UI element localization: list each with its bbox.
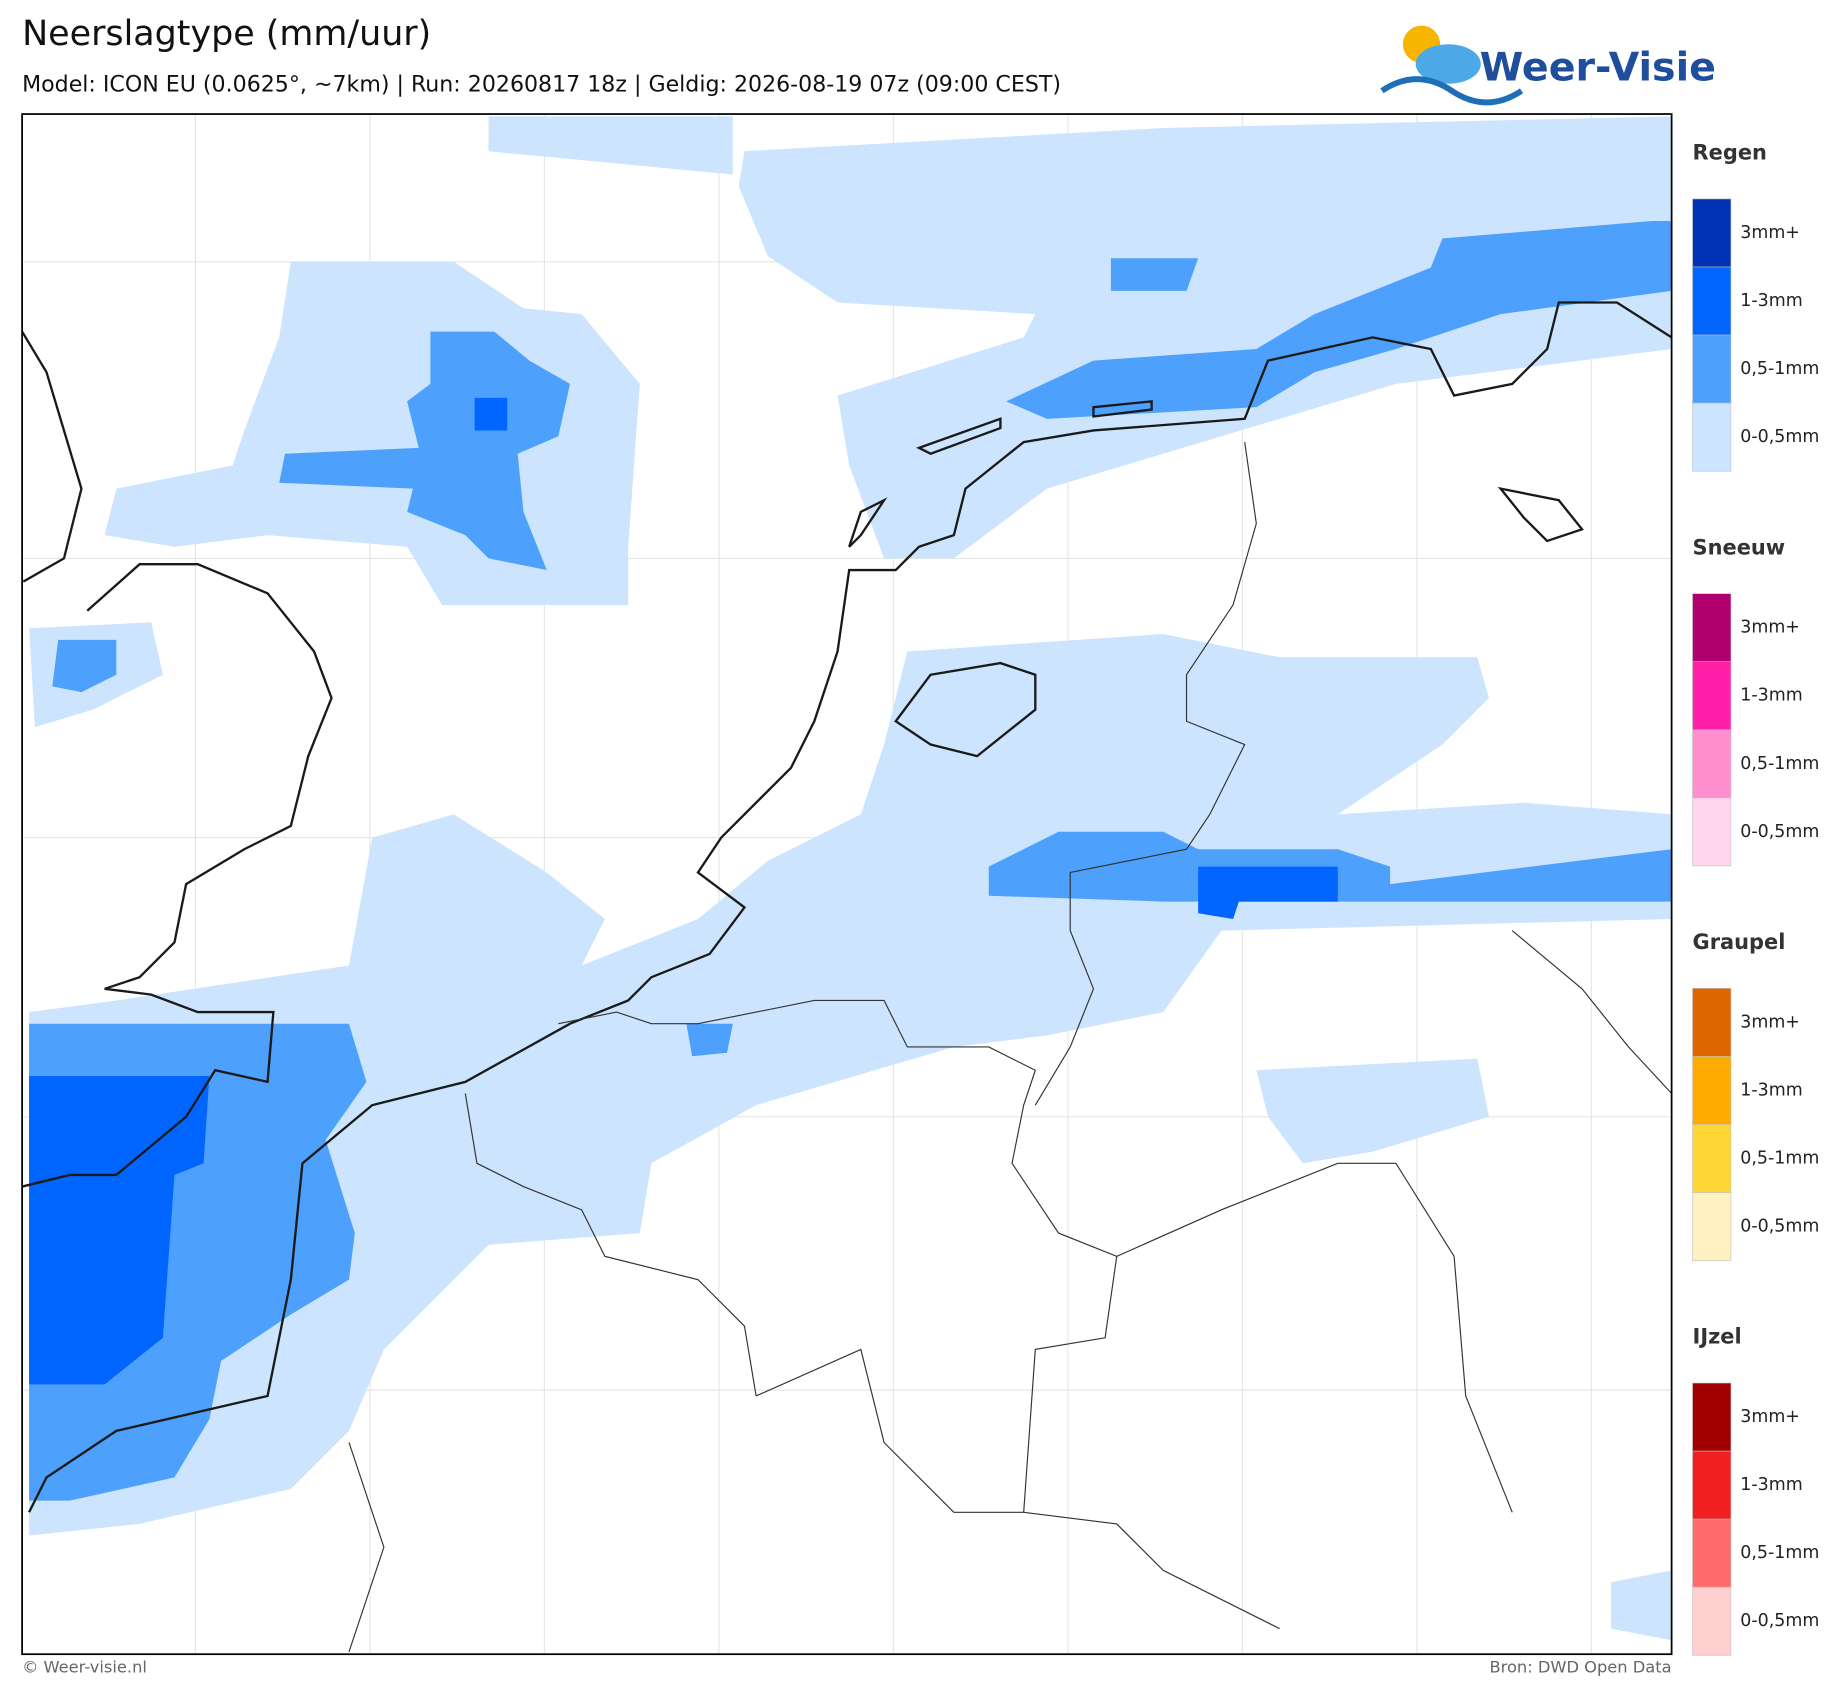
legend-label: 0-0,5mm xyxy=(1740,427,1819,447)
legend-label: 0-0,5mm xyxy=(1740,1611,1819,1631)
legend-swatch xyxy=(1692,661,1732,731)
logo-cloud xyxy=(1415,44,1481,84)
legend-swatch xyxy=(1692,593,1732,662)
borders xyxy=(348,441,1672,1653)
legend-label: 0,5-1mm xyxy=(1740,1148,1819,1168)
legend-swatch xyxy=(1692,797,1732,867)
legend-label: 0,5-1mm xyxy=(1740,754,1819,774)
legend-swatch xyxy=(1692,1586,1732,1656)
legend: Regen 3mm+ 1-3mm 0,5-1mm 0-0,5mm Sneeuw 3mm+ 1-… xyxy=(1692,141,1819,1656)
footer-credit: © Weer-visie.nl xyxy=(22,1658,147,1677)
logo-wave xyxy=(1380,76,1524,106)
legend-label: 3mm+ xyxy=(1740,1012,1800,1032)
legend-swatch xyxy=(1692,1382,1732,1452)
legend-label: 3mm+ xyxy=(1740,1407,1800,1427)
legend-label: 1-3mm xyxy=(1740,686,1802,706)
logo: Weer-Visie xyxy=(1380,25,1716,106)
legend-swatch xyxy=(1692,988,1732,1057)
legend-label: 3mm+ xyxy=(1740,618,1800,638)
map-frame xyxy=(21,113,1673,1656)
title: Neerslagtype (mm/uur) xyxy=(22,14,431,54)
legend-swatch xyxy=(1692,266,1732,336)
legend-title: IJzel xyxy=(1693,1325,1742,1349)
legend-label: 1-3mm xyxy=(1740,1475,1802,1495)
legend-swatch xyxy=(1692,402,1732,472)
precip-heavy xyxy=(29,397,1338,1385)
legend-label: 0-0,5mm xyxy=(1740,1217,1819,1237)
footer-source: Bron: DWD Open Data xyxy=(1489,1658,1671,1677)
legend-swatch xyxy=(1692,198,1732,268)
legend-title: Sneeuw xyxy=(1693,535,1786,559)
legend-label: 0-0,5mm xyxy=(1740,822,1819,842)
legend-label: 3mm+ xyxy=(1740,223,1800,243)
legend-label: 0,5-1mm xyxy=(1740,359,1819,379)
legend-swatch xyxy=(1692,1518,1732,1588)
legend-swatch xyxy=(1692,729,1732,799)
legend-title: Graupel xyxy=(1693,930,1786,954)
logo-text: Weer-Visie xyxy=(1480,44,1716,90)
legend-label: 1-3mm xyxy=(1740,291,1802,311)
legend-swatch xyxy=(1692,1450,1732,1520)
legend-label: 1-3mm xyxy=(1740,1080,1802,1100)
coastlines xyxy=(22,301,1672,1513)
legend-swatch xyxy=(1692,1056,1732,1125)
legend-title: Regen xyxy=(1693,141,1767,165)
map xyxy=(22,114,1672,1655)
legend-swatch xyxy=(1692,334,1732,404)
legend-swatch xyxy=(1692,1124,1732,1193)
legend-label: 0,5-1mm xyxy=(1740,1543,1819,1563)
subtitle: Model: ICON EU (0.0625°, ~7km) | Run: 20… xyxy=(22,71,1061,97)
legend-swatch xyxy=(1692,1192,1732,1261)
